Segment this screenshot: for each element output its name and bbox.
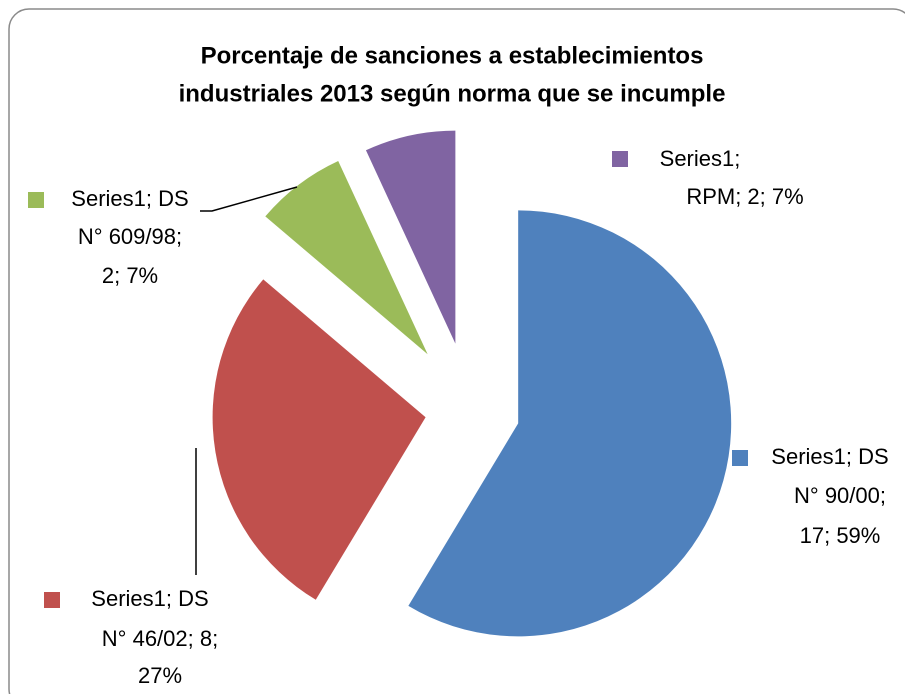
data-label: Series1; DS [771,444,888,469]
chart-title: Porcentaje de sanciones a establecimient… [201,42,704,69]
legend-key [28,192,44,208]
chart-title: industriales 2013 según norma que se inc… [179,80,726,107]
legend-key [612,151,628,167]
data-label: 27% [138,663,182,688]
data-label: 2; 7% [102,263,158,288]
data-label: N° 46/02; 8; [102,626,218,651]
data-label: N° 609/98; [78,224,182,249]
pie-slice [365,130,456,344]
data-label: RPM; 2; 7% [686,184,803,209]
legend-key [44,592,60,608]
data-label: Series1; DS [91,586,208,611]
leader-line [200,186,298,212]
data-label: 17; 59% [800,523,881,548]
pie-slice [265,160,428,355]
data-label: Series1; [660,146,741,171]
data-label: Series1; DS [71,186,188,211]
data-label: N° 90/00; [794,483,886,508]
pie-slice [408,210,732,637]
legend-key [732,450,748,466]
pie-slice [212,279,426,600]
